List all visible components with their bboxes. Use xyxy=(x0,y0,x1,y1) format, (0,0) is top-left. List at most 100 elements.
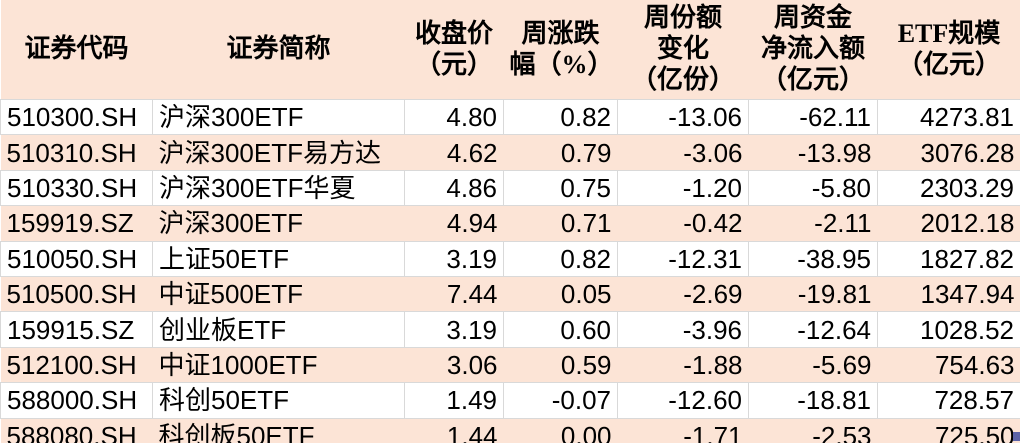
cell-share: -1.71 xyxy=(617,418,749,443)
cell-code: 159915.SZ xyxy=(0,311,153,348)
table-row: 510050.SH 上证50ETF 3.19 0.82 -12.31 -38.95 1827… xyxy=(0,240,1020,277)
col-header-name: 证券简称 xyxy=(152,0,405,100)
cell-scale: 4273.81 xyxy=(877,98,1020,136)
table-row: 512100.SH 中证1000ETF 3.06 0.59 -1.88 -5.69 754.… xyxy=(0,347,1020,383)
cell-share: -12.31 xyxy=(617,240,749,277)
cell-share: -2.69 xyxy=(617,276,749,312)
col-header-line: （亿份） xyxy=(630,64,735,94)
cell-scale: 754.63 xyxy=(877,347,1020,383)
cell-scale: 725.50 xyxy=(877,418,1020,443)
col-header-line: 周份额 xyxy=(643,3,722,33)
cell-inflow: -13.98 xyxy=(748,134,878,171)
col-header-code: 证券代码 xyxy=(0,0,153,100)
cell-close: 3.19 xyxy=(404,240,504,277)
cell-chg: 0.59 xyxy=(503,347,618,383)
cell-chg: 0.05 xyxy=(503,276,618,312)
cell-code: 588000.SH xyxy=(0,382,153,419)
cell-share: -0.42 xyxy=(617,205,749,242)
cell-scale: 1827.82 xyxy=(877,240,1020,277)
cell-close: 7.44 xyxy=(404,276,504,312)
col-header-share: 周份额 变化 （亿份） xyxy=(617,0,749,100)
cell-code: 510310.SH xyxy=(0,134,153,171)
table-row: 159919.SZ 沪深300ETF 4.94 0.71 -0.42 -2.11 2012.… xyxy=(0,205,1020,242)
cell-inflow: -19.81 xyxy=(748,276,878,312)
cell-code: 512100.SH xyxy=(0,347,153,383)
cell-share: -12.60 xyxy=(617,382,749,419)
table-row: 510300.SH 沪深300ETF 4.80 0.82 -13.06 -62.11 427… xyxy=(0,98,1020,136)
cell-inflow: -12.64 xyxy=(748,311,878,348)
cell-share: -1.20 xyxy=(617,169,749,207)
cell-code: 510330.SH xyxy=(0,169,153,207)
table-header: 证券代码 证券简称 收盘价 （元） 周涨跌 幅（%） 周份额 变化 （亿份） 周资金 净流入额 （亿元… xyxy=(0,0,1020,100)
cell-share: -1.88 xyxy=(617,347,749,383)
cell-close: 4.94 xyxy=(404,205,504,242)
cell-scale: 1028.52 xyxy=(877,311,1020,348)
col-header-close: 收盘价 （元） xyxy=(404,0,504,100)
cell-scale: 3076.28 xyxy=(877,134,1020,171)
cell-scale: 1347.94 xyxy=(877,276,1020,312)
cell-chg: 0.71 xyxy=(503,205,618,242)
cell-name: 沪深300ETF华夏 xyxy=(152,169,405,207)
cell-inflow: -62.11 xyxy=(748,98,878,136)
cell-name: 上证50ETF xyxy=(152,240,405,277)
col-header-line: ETF规模 xyxy=(897,18,1001,48)
cell-share: -3.06 xyxy=(617,134,749,171)
col-header-line: 证券代码 xyxy=(24,34,129,64)
cell-code: 588080.SH xyxy=(0,418,153,443)
table-row: 510310.SH 沪深300ETF易方达 4.62 0.79 -3.06 -13.98 3… xyxy=(0,134,1020,171)
table-body: 510300.SH 沪深300ETF 4.80 0.82 -13.06 -62.11 427… xyxy=(0,98,1020,443)
table-row: 510330.SH 沪深300ETF华夏 4.86 0.75 -1.20 -5.80 230… xyxy=(0,169,1020,207)
cell-chg: 0.82 xyxy=(503,98,618,136)
table-row: 510500.SH 中证500ETF 7.44 0.05 -2.69 -19.81 1347… xyxy=(0,276,1020,312)
cell-name: 中证500ETF xyxy=(152,276,405,312)
col-header-line: 变化 xyxy=(656,34,709,64)
cell-name: 科创板50ETF xyxy=(152,418,405,443)
cell-inflow: -2.53 xyxy=(748,418,878,443)
cell-code: 510050.SH xyxy=(0,240,153,277)
col-header-line: （亿元） xyxy=(896,49,1001,79)
col-header-line: 幅（%） xyxy=(509,49,614,79)
table-row: 588080.SH 科创板50ETF 1.44 0.00 -1.71 -2.53 725.5… xyxy=(0,418,1020,443)
cell-chg: 0.75 xyxy=(503,169,618,207)
cell-inflow: -38.95 xyxy=(748,240,878,277)
cell-name: 沪深300ETF易方达 xyxy=(152,134,405,171)
cell-name: 沪深300ETF xyxy=(152,205,405,242)
cell-share: -3.96 xyxy=(617,311,749,348)
selection-handle-icon xyxy=(1013,432,1020,441)
cell-name: 沪深300ETF xyxy=(152,98,405,136)
cell-chg: 0.82 xyxy=(503,240,618,277)
col-header-line: 净流入额 xyxy=(760,34,865,64)
header-row: 证券代码 证券简称 收盘价 （元） 周涨跌 幅（%） 周份额 变化 （亿份） 周资金 净流入额 （亿元… xyxy=(0,0,1020,100)
cell-code: 510300.SH xyxy=(0,98,153,136)
cell-close: 3.19 xyxy=(404,311,504,348)
cell-code: 159919.SZ xyxy=(0,205,153,242)
col-header-line: 收盘价 xyxy=(414,18,493,48)
cell-chg: 0.60 xyxy=(503,311,618,348)
cell-inflow: -18.81 xyxy=(748,382,878,419)
cell-inflow: -5.69 xyxy=(748,347,878,383)
col-header-line: （元） xyxy=(414,49,493,79)
table-row: 588000.SH 科创50ETF 1.49 -0.07 -12.60 -18.81 728… xyxy=(0,382,1020,419)
col-header-line: 周涨跌 xyxy=(521,18,600,48)
col-header-line: （亿元） xyxy=(760,64,865,94)
cell-name: 中证1000ETF xyxy=(152,347,405,383)
table-row: 159915.SZ 创业板ETF 3.19 0.60 -3.96 -12.64 1028.5… xyxy=(0,311,1020,348)
cell-inflow: -2.11 xyxy=(748,205,878,242)
col-header-chg: 周涨跌 幅（%） xyxy=(503,0,618,100)
cell-scale: 2012.18 xyxy=(877,205,1020,242)
cell-name: 创业板ETF xyxy=(152,311,405,348)
col-header-line: 周资金 xyxy=(773,3,852,33)
cell-share: -13.06 xyxy=(617,98,749,136)
cell-chg: 0.00 xyxy=(503,418,618,443)
cell-scale: 728.57 xyxy=(877,382,1020,419)
cell-chg: -0.07 xyxy=(503,382,618,419)
cell-close: 1.44 xyxy=(404,418,504,443)
cell-chg: 0.79 xyxy=(503,134,618,171)
cell-code: 510500.SH xyxy=(0,276,153,312)
cell-close: 1.49 xyxy=(404,382,504,419)
cell-close: 4.80 xyxy=(404,98,504,136)
cell-scale: 2303.29 xyxy=(877,169,1020,207)
col-header-line: 证券简称 xyxy=(226,34,331,64)
